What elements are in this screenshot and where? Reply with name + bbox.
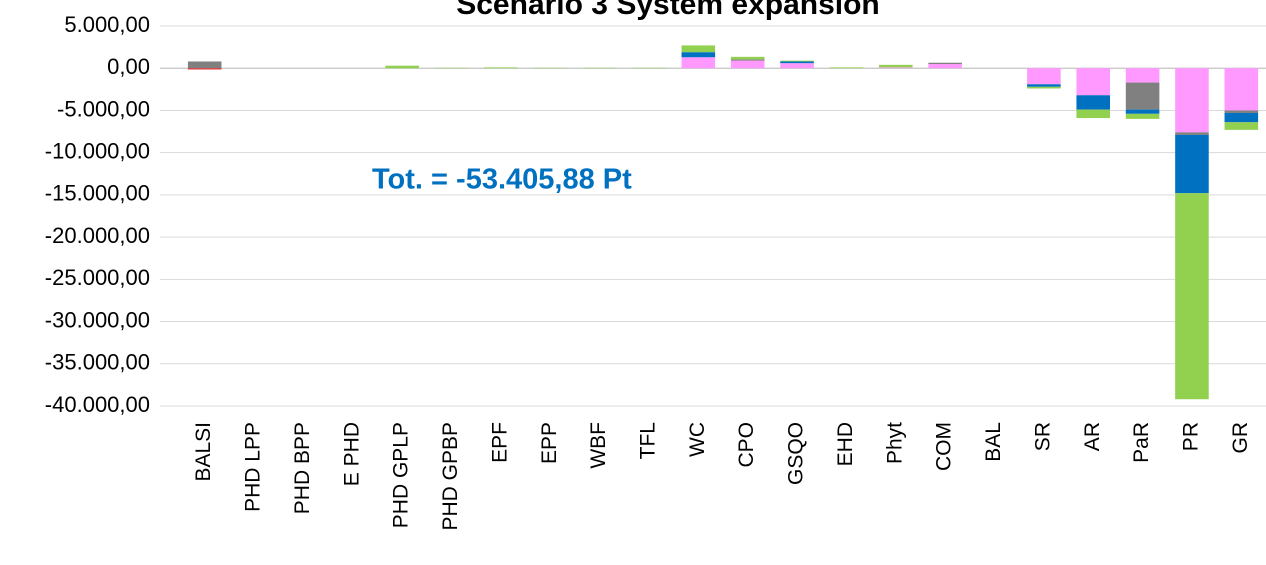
- bar-segment: [1076, 110, 1110, 118]
- bar-segment: [1175, 68, 1209, 132]
- bar-segment: [682, 45, 716, 52]
- y-tick-label: -35.000,00: [45, 350, 150, 375]
- x-tick-label: BAL: [982, 422, 1005, 462]
- y-tick-label: 5.000,00: [64, 12, 150, 37]
- bar-segment: [1175, 132, 1209, 135]
- bar-segment: [1027, 87, 1061, 89]
- bar-segment: [1126, 110, 1160, 114]
- x-tick-label: PHD LPP: [242, 422, 265, 512]
- y-tick-label: 0,00: [107, 54, 150, 79]
- bar-segment: [879, 67, 913, 68]
- x-tick-label: PHD GPBP: [439, 422, 462, 531]
- x-tick-label: EPF: [488, 422, 511, 463]
- chart-title: Scenario 3 System expansion: [456, 0, 880, 21]
- bar-segment: [682, 57, 716, 68]
- bar-segment: [830, 67, 864, 68]
- bar-segment: [1225, 110, 1259, 113]
- bar-segment: [188, 68, 222, 69]
- bar-segment: [1126, 83, 1160, 110]
- x-tick-label: PHD BPP: [291, 422, 314, 514]
- y-tick-label: -30.000,00: [45, 307, 150, 332]
- bar-segment: [928, 64, 962, 68]
- x-tick-label: EPP: [538, 422, 561, 464]
- bar-segment: [1076, 68, 1110, 95]
- bar-segment: [1175, 193, 1209, 399]
- bar-segment: [879, 65, 913, 68]
- bar-segment: [1126, 114, 1160, 119]
- bar-segment: [1225, 122, 1259, 130]
- bar-segment: [1126, 68, 1160, 82]
- x-tick-label: GSQO: [785, 422, 808, 485]
- x-tick-label: COM: [933, 422, 956, 471]
- x-tick-label: CPO: [735, 422, 758, 468]
- bar-segment: [731, 61, 765, 69]
- x-tick-label: BALSI: [192, 422, 215, 482]
- bar-segment: [731, 57, 765, 60]
- x-tick-label: WC: [686, 422, 709, 457]
- bar-segment: [188, 61, 222, 68]
- bar-segment: [1076, 95, 1110, 109]
- y-tick-label: -5.000,00: [57, 96, 150, 121]
- x-tick-label: PHD GPLP: [390, 422, 413, 528]
- x-tick-label: WBF: [587, 422, 610, 469]
- x-tick-label: GR: [1229, 422, 1252, 454]
- y-tick-label: -10.000,00: [45, 138, 150, 163]
- x-tick-label: E PHD: [340, 422, 363, 486]
- bar-segment: [484, 67, 518, 68]
- bar-segment: [682, 52, 716, 57]
- y-tick-label: -20.000,00: [45, 223, 150, 248]
- x-tick-label: TFL: [637, 422, 660, 459]
- y-tick-label: -15.000,00: [45, 181, 150, 206]
- x-tick-label: EHD: [834, 422, 857, 466]
- bar-segment: [1175, 135, 1209, 193]
- x-tick-label: PaR: [1130, 422, 1153, 463]
- x-tick-label: SR: [1031, 422, 1054, 451]
- bar-segment: [780, 63, 814, 68]
- bar-segment: [1027, 84, 1061, 87]
- x-tick-label: PR: [1180, 422, 1203, 451]
- y-tick-label: -25.000,00: [45, 265, 150, 290]
- bar-segment: [780, 61, 814, 63]
- y-tick-label: -40.000,00: [45, 392, 150, 417]
- x-tick-label: AR: [1081, 422, 1104, 451]
- bar-segment: [731, 59, 765, 60]
- bar-segment: [780, 61, 814, 62]
- bar-segment: [1225, 113, 1259, 122]
- bar-segment: [1225, 68, 1259, 110]
- x-tick-label: Phyt: [883, 422, 906, 464]
- bar-segment: [1027, 68, 1061, 84]
- annotation: Tot. = -53.405,88 Pt: [372, 164, 632, 196]
- bar-segment: [928, 63, 962, 64]
- bar-segment: [385, 66, 419, 69]
